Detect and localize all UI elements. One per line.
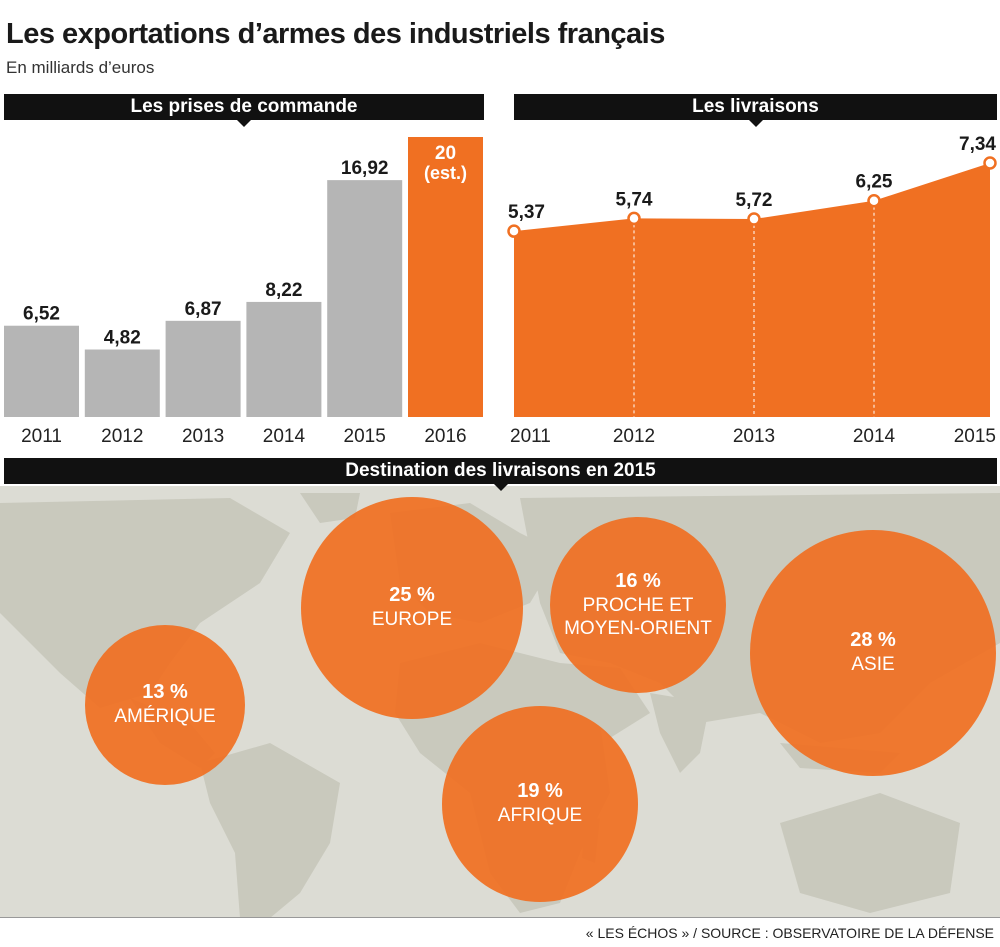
bar-value-label: 8,22 [265,280,302,301]
greenland-shape [300,493,360,523]
deliveries-value-label: 5,72 [736,190,773,211]
orders-section-title: Les prises de commande [130,96,358,117]
destinations-section-title: Destination des livraisons en 2015 [345,460,656,481]
australia-shape [780,793,960,913]
india-shape [650,693,710,773]
x-tick-label: 2012 [613,426,655,447]
footer-rule [0,917,1000,918]
bar-2011 [4,325,79,417]
bubble-am-rique: 13 % AMÉRIQUE [85,625,245,785]
deliveries-value-label: 5,74 [616,189,653,210]
deliveries-value-label: 6,25 [856,172,893,193]
deliveries-section-title: Les livraisons [692,96,819,117]
x-tick-label: 2014 [853,426,896,447]
region-bubble [750,530,996,776]
bar-2016 [408,137,483,417]
region-name-label: AMÉRIQUE [114,706,215,727]
x-tick-label: 2012 [101,426,143,447]
region-name-label: PROCHE ET [583,595,694,616]
bar-value-label: 20 [435,143,456,164]
x-tick-label: 2014 [263,426,306,447]
x-tick-label: 2015 [344,426,386,447]
bar-value-label: 4,82 [104,328,141,349]
region-bubble [442,706,638,902]
bubble-afrique: 19 % AFRIQUE [442,706,638,902]
region-name-label: EUROPE [372,609,452,630]
x-tick-label: 2013 [182,426,224,447]
region-share-label: 19 % [517,780,563,802]
region-share-label: 25 % [389,584,435,606]
region-bubble [85,625,245,785]
chart-subtitle: En milliards d’euros [6,58,155,77]
bar-2015 [327,180,403,417]
region-name-label: ASIE [851,654,894,675]
source-note: « LES ÉCHOS » / SOURCE : OBSERVATOIRE DE… [585,925,994,941]
bubble-asie: 28 % ASIE [750,530,996,776]
region-bubble [550,517,726,693]
banner-notch [237,120,251,127]
north-america-shape [0,498,290,708]
region-name-label: AFRIQUE [498,805,582,826]
x-tick-label: 2013 [733,426,775,447]
x-tick-label: 2011 [21,426,62,447]
orders-section-banner: Les prises de commande [4,94,484,127]
deliveries-area [514,163,990,417]
bar-estimate-label: (est.) [424,163,467,183]
bar-2013 [165,320,241,417]
world-map: 13 % AMÉRIQUE 25 % EUROPE 16 % PROCHE ETMOYEN… [0,493,1000,918]
deliveries-point-2015 [983,156,997,170]
region-share-label: 13 % [142,681,188,703]
bar-2014 [246,301,322,417]
region-share-label: 28 % [850,629,896,651]
x-tick-label: 2016 [424,426,466,447]
orders-bar-chart: 6,52 2011 4,82 2012 6,87 2013 8,22 2014 16,92 201… [4,137,483,447]
deliveries-value-label: 5,37 [508,202,545,223]
deliveries-point-2013 [747,212,761,226]
deliveries-value-label: 7,34 [959,134,996,155]
region-bubble [301,497,523,719]
x-tick-label: 2015 [954,426,996,447]
region-share-label: 16 % [615,570,661,592]
deliveries-point-2012 [627,211,641,226]
bar-2012 [84,349,160,417]
deliveries-area-chart: 5,37 2011 5,74 2012 5,72 2013 6,25 2014 7,34 2015 [507,134,997,447]
chart-title: Les exportations d’armes des industriels… [6,18,665,50]
south-america-shape [200,743,340,918]
destinations-section-banner: Destination des livraisons en 2015 [4,458,997,491]
bar-value-label: 6,52 [23,304,60,325]
region-name-label: MOYEN-ORIENT [564,618,712,639]
deliveries-point-2011 [507,224,521,238]
x-tick-label: 2011 [510,426,551,447]
deliveries-point-2014 [867,193,881,208]
banner-notch [748,120,763,127]
bubble-europe: 25 % EUROPE [301,497,523,719]
bar-value-label: 6,87 [185,299,222,320]
bar-value-label: 16,92 [341,158,389,179]
deliveries-section-banner: Les livraisons [514,94,997,127]
banner-notch [493,484,508,491]
